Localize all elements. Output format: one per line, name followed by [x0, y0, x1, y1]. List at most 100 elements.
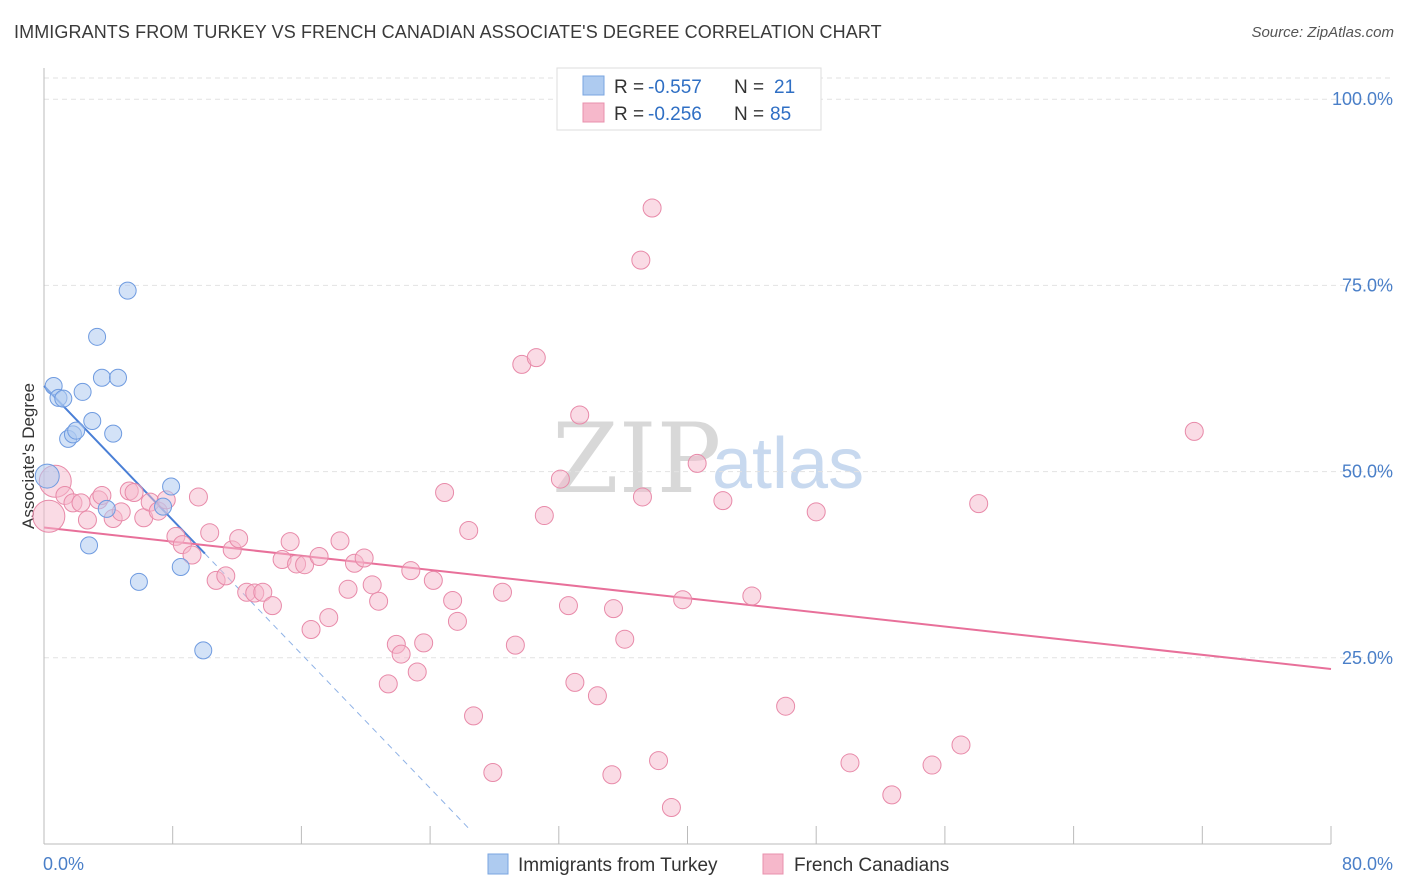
- legend-turkey-r-value: -0.557: [648, 77, 702, 98]
- series-immigrants-from-turkey: [34, 281, 213, 660]
- legend-french-n-label: N =: [734, 104, 764, 125]
- data-point-french-canadians: [443, 590, 463, 610]
- data-point-french-canadians: [309, 547, 329, 567]
- bottom-legend-label-turkey: Immigrants from Turkey: [518, 855, 718, 876]
- legend-swatch-turkey: [582, 75, 605, 96]
- data-point-immigrants-from-turkey: [73, 382, 92, 401]
- data-point-french-canadians: [492, 582, 512, 602]
- trend-line-turkey: [43, 385, 206, 555]
- data-point-french-canadians: [969, 494, 989, 514]
- y-tick-labels: 25.0% 50.0% 75.0% 100.0%: [1332, 89, 1393, 668]
- data-point-french-canadians: [124, 482, 144, 502]
- data-point-french-canadians: [603, 599, 623, 619]
- legend-french-n-value: 85: [770, 104, 791, 125]
- data-point-immigrants-from-turkey: [171, 557, 190, 576]
- data-point-immigrants-from-turkey: [80, 536, 99, 555]
- data-point-immigrants-from-turkey: [83, 411, 102, 430]
- bottom-legend-label-french: French Canadians: [794, 855, 949, 876]
- data-point-immigrants-from-turkey: [67, 421, 86, 440]
- stats-legend: R = -0.557 N = 21 R = -0.256 N = 85: [556, 67, 822, 131]
- data-point-french-canadians: [407, 662, 427, 682]
- data-point-french-canadians: [391, 644, 411, 664]
- y-axis-title: Associate's Degree: [19, 383, 38, 529]
- data-point-immigrants-from-turkey: [109, 368, 128, 387]
- y-tick-label: 50.0%: [1342, 462, 1393, 482]
- y-tick-label: 25.0%: [1342, 648, 1393, 668]
- watermark-atlas: atlas: [712, 424, 864, 504]
- data-point-french-canadians: [1184, 421, 1204, 441]
- data-point-french-canadians: [882, 785, 902, 805]
- data-point-french-canadians: [840, 753, 860, 773]
- data-point-french-canadians: [77, 510, 97, 530]
- data-point-french-canadians: [71, 493, 91, 513]
- data-point-french-canadians: [505, 635, 525, 655]
- trend-line-turkey-extension: [204, 553, 471, 831]
- data-point-french-canadians: [649, 751, 669, 771]
- data-point-french-canadians: [182, 545, 202, 565]
- legend-turkey-n-value: 21: [774, 77, 795, 98]
- data-point-french-canadians: [354, 548, 374, 568]
- bottom-legend-swatch-turkey: [487, 853, 509, 875]
- data-point-french-canadians: [301, 620, 321, 640]
- data-point-immigrants-from-turkey: [194, 641, 213, 660]
- data-point-immigrants-from-turkey: [34, 463, 60, 489]
- bottom-legend-swatch-french: [762, 853, 784, 875]
- data-point-immigrants-from-turkey: [88, 327, 107, 346]
- data-point-french-canadians: [32, 499, 66, 533]
- data-point-french-canadians: [423, 570, 443, 590]
- data-point-french-canadians: [558, 596, 578, 616]
- data-point-french-canadians: [229, 529, 249, 549]
- data-point-french-canadians: [319, 608, 339, 628]
- source-label: Source: ZipAtlas.com: [1251, 24, 1394, 41]
- legend-turkey-r-label: R =: [614, 77, 644, 98]
- data-point-french-canadians: [922, 755, 942, 775]
- data-point-french-canadians: [673, 590, 693, 610]
- data-point-french-canadians: [200, 523, 220, 543]
- data-point-french-canadians: [713, 491, 733, 511]
- data-point-french-canadians: [951, 735, 971, 755]
- data-point-immigrants-from-turkey: [129, 572, 148, 591]
- data-point-french-canadians: [338, 579, 358, 599]
- data-point-french-canadians: [631, 250, 651, 270]
- data-point-french-canadians: [661, 798, 681, 818]
- data-point-immigrants-from-turkey: [104, 424, 123, 443]
- data-point-french-canadians: [414, 633, 434, 653]
- chart-title: IMMIGRANTS FROM TURKEY VS FRENCH CANADIA…: [14, 22, 882, 42]
- data-point-french-canadians: [253, 582, 273, 602]
- legend-swatch-french: [582, 102, 605, 123]
- data-point-french-canadians: [687, 453, 707, 473]
- data-point-immigrants-from-turkey: [54, 389, 73, 408]
- gridlines: [44, 77, 1394, 659]
- data-point-french-canadians: [464, 706, 484, 726]
- data-point-french-canadians: [806, 502, 826, 522]
- data-point-french-canadians: [369, 591, 389, 611]
- data-point-french-canadians: [565, 672, 585, 692]
- legend-turkey-n-label: N =: [734, 77, 764, 98]
- data-point-french-canadians: [526, 348, 546, 368]
- data-point-french-canadians: [401, 561, 421, 581]
- data-point-french-canadians: [587, 686, 607, 706]
- data-point-immigrants-from-turkey: [154, 497, 173, 516]
- data-point-french-canadians: [378, 674, 398, 694]
- axes: [43, 68, 1332, 845]
- data-point-french-canadians: [742, 586, 762, 606]
- watermark: ZIP atlas: [552, 403, 864, 515]
- data-point-immigrants-from-turkey: [97, 499, 116, 518]
- data-point-immigrants-from-turkey: [162, 477, 181, 496]
- legend-french-r-label: R =: [614, 104, 644, 125]
- x-tick-label-max: 80.0%: [1342, 854, 1393, 874]
- data-point-french-canadians: [262, 596, 282, 616]
- data-point-french-canadians: [362, 575, 382, 595]
- data-point-french-canadians: [459, 520, 479, 540]
- data-point-french-canadians: [280, 532, 300, 552]
- data-point-immigrants-from-turkey: [118, 281, 137, 300]
- data-point-french-canadians: [632, 487, 652, 507]
- data-point-french-canadians: [776, 696, 796, 716]
- data-point-french-canadians: [188, 487, 208, 507]
- series-legend: Immigrants from Turkey French Canadians: [487, 853, 949, 876]
- data-point-french-canadians: [330, 531, 350, 551]
- data-point-french-canadians: [483, 763, 503, 783]
- legend-french-r-value: -0.256: [648, 104, 702, 125]
- data-point-french-canadians: [642, 198, 662, 218]
